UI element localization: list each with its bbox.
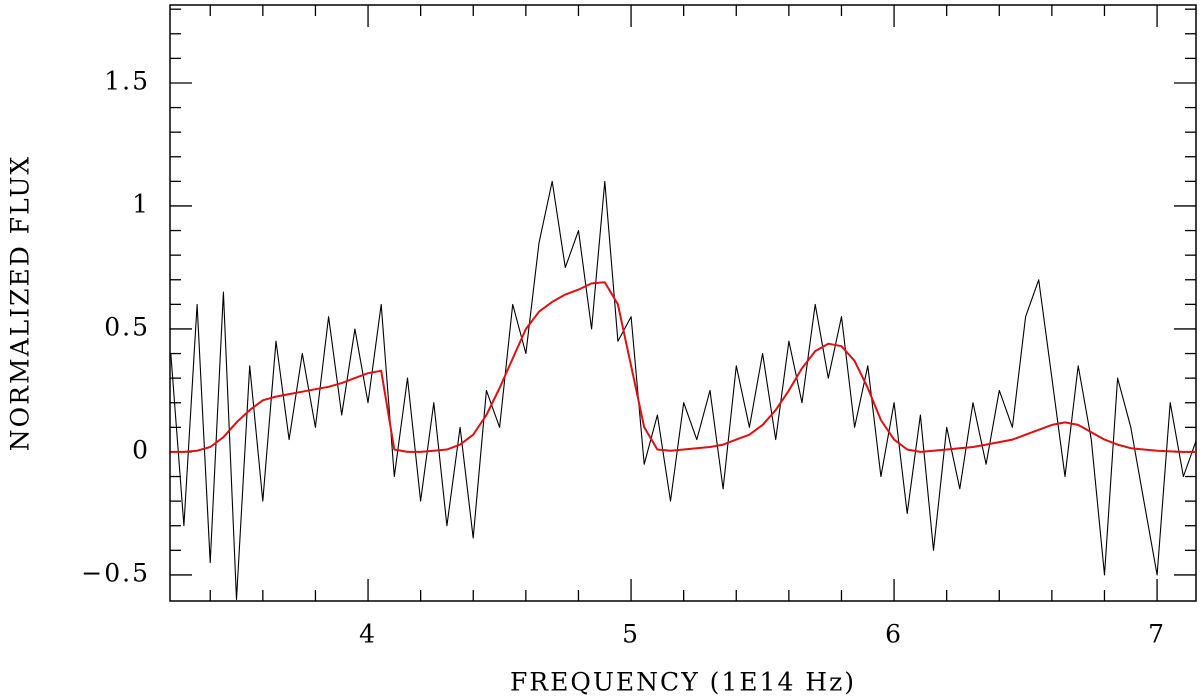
x-tick-label: 6 [885,620,903,649]
y-tick-label: −0.5 [81,558,150,587]
x-axis-label: FREQUENCY (1E14 Hz) [510,668,856,697]
series-line [170,180,1196,601]
y-tick-label: 1 [132,189,150,218]
plot-frame [169,4,1197,602]
y-tick-label: 0 [132,435,150,464]
x-tick-label: 5 [622,620,640,649]
plot-area [170,180,1196,601]
x-tick-label: 4 [359,620,377,649]
y-axis-label: NORMALIZED FLUX [6,155,35,451]
x-tick-label: 7 [1148,620,1166,649]
y-tick-label: 1.5 [104,66,150,95]
y-tick-label: 0.5 [104,312,150,341]
series-line [170,281,1196,453]
